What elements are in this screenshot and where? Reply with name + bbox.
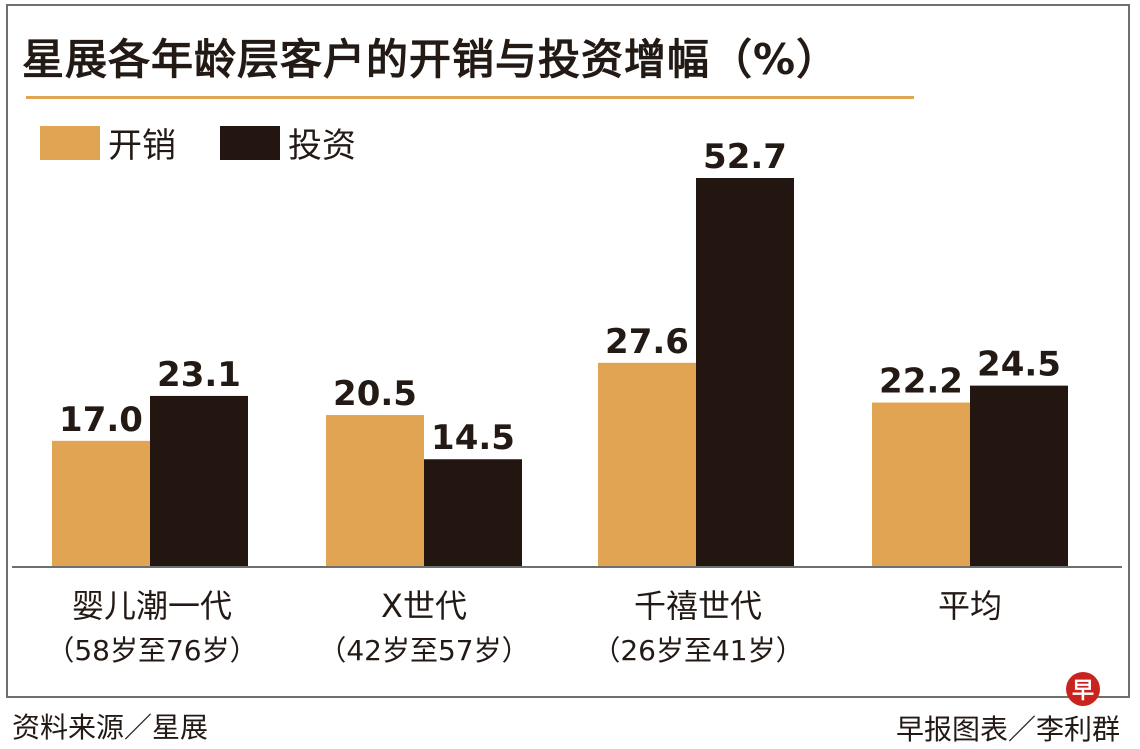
category-sublabel-2: （26岁至41岁） (592, 634, 803, 667)
category-sublabel-1: （42岁至57岁） (318, 634, 529, 667)
data-label-spending-1: 20.5 (333, 374, 417, 414)
legend-swatch-spending (40, 125, 100, 160)
data-label-spending-2: 27.6 (605, 322, 689, 362)
bar-investment-2 (696, 178, 794, 566)
bar-spending-3 (872, 402, 970, 566)
title-divider (26, 96, 914, 99)
zaobao-logo: 早 (1066, 672, 1100, 706)
credit-note: 早报图表／李利群 (895, 713, 1120, 746)
bar-spending-1 (326, 415, 424, 566)
bar-investment-0 (150, 395, 248, 566)
data-label-spending-3: 22.2 (879, 362, 963, 402)
legend-item-investment: 投资 (220, 118, 356, 167)
data-label-investment-2: 52.7 (703, 137, 787, 177)
bar-spending-0 (52, 440, 150, 566)
category-label-0: 婴儿潮一代 (72, 587, 232, 625)
legend-swatch-investment (220, 125, 280, 160)
category-label-2: 千禧世代 (634, 587, 762, 625)
legend-item-spending: 开销 (40, 118, 176, 167)
category-label-3: 平均 (938, 587, 1002, 625)
legend-label-investment: 投资 (288, 126, 356, 166)
bar-spending-2 (598, 362, 696, 566)
data-label-investment-1: 14.5 (431, 418, 515, 458)
category-label-1: X世代 (381, 587, 467, 625)
bar-investment-3 (970, 385, 1068, 566)
bar-investment-1 (424, 459, 522, 566)
data-label-spending-0: 17.0 (59, 400, 143, 440)
category-sublabel-0: （58岁至76岁） (46, 634, 257, 667)
data-label-investment-3: 24.5 (977, 345, 1061, 385)
chart-frame (6, 4, 1130, 698)
chart-title: 星展各年龄层客户的开销与投资增幅（%） (22, 35, 840, 84)
source-note: 资料来源／星展 (12, 711, 209, 744)
legend-label-spending: 开销 (108, 126, 176, 166)
data-label-investment-0: 23.1 (157, 355, 241, 395)
legend: 开销 投资 (40, 118, 400, 167)
